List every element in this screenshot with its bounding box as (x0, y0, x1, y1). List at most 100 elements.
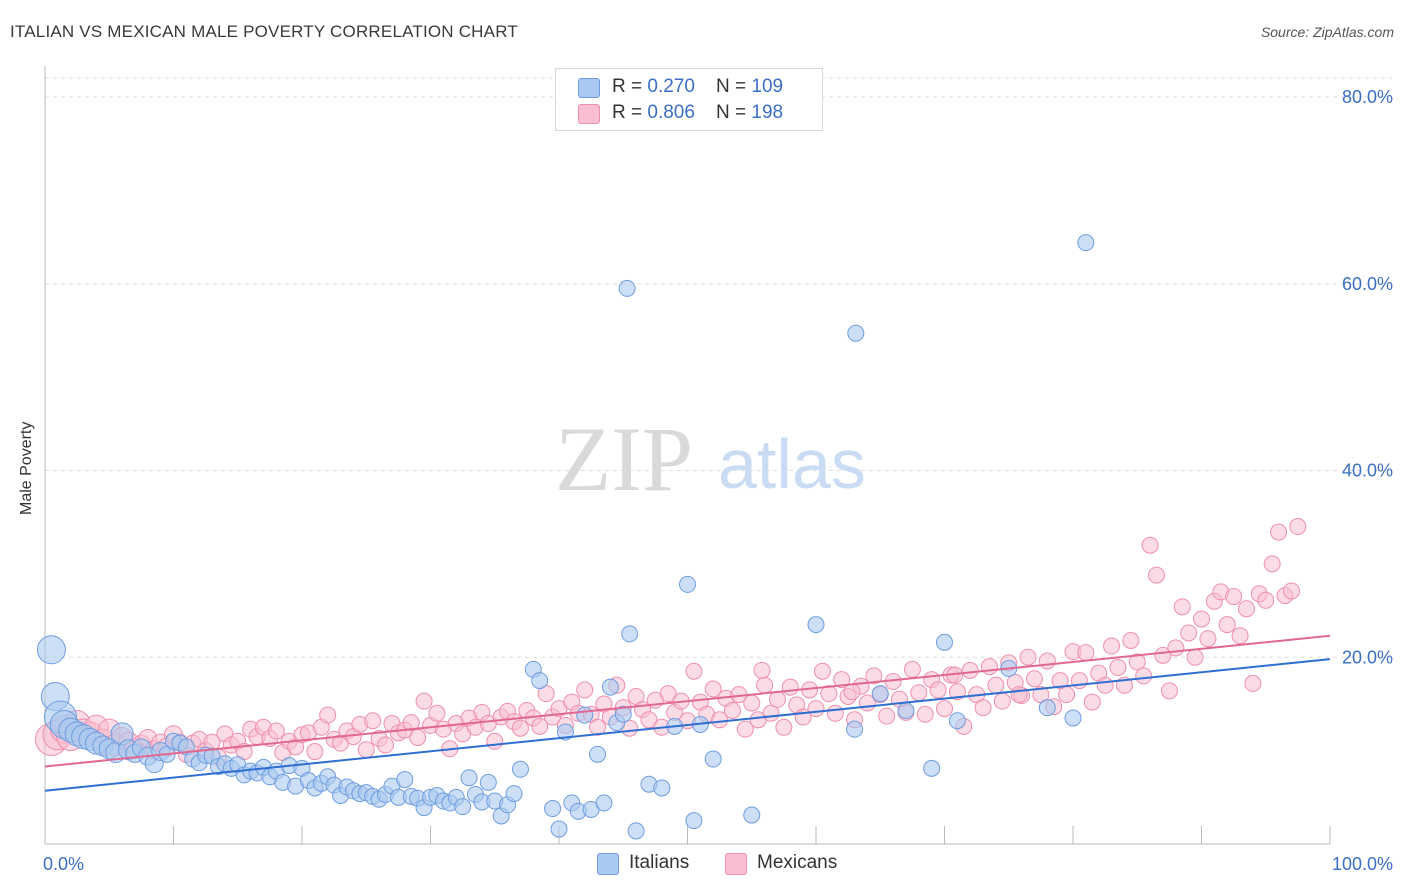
mexicans-point (531, 717, 549, 735)
mexicans-point (306, 743, 324, 761)
italians-point (948, 712, 966, 730)
mexicans-point (267, 722, 285, 740)
mexicans-point (486, 732, 504, 750)
mexicans-point (768, 690, 786, 708)
mexicans-point (1244, 674, 1262, 692)
mexicans-point (1122, 631, 1140, 649)
italians-point (460, 769, 478, 787)
mexicans-point (936, 700, 953, 718)
mexicans-point (1025, 670, 1043, 688)
legend-italians-r-label: R = (612, 76, 648, 97)
mexicans-point (402, 714, 420, 732)
italians-point (614, 705, 632, 723)
legend-italians-n-value: 109 (751, 76, 784, 97)
y-tick-label: 20.0% (1342, 647, 1393, 667)
mexicans-point (685, 662, 703, 680)
mexicans-point (1199, 630, 1217, 648)
mexicans-point (993, 692, 1011, 710)
mexicans-point (775, 718, 793, 736)
mexicans-point (820, 685, 838, 703)
tick-labels: 20.0% 40.0% 60.0% 80.0% 0.0% 100.0% (43, 87, 1393, 874)
mexicans-point (409, 729, 427, 747)
italians-point (511, 760, 529, 778)
mexicans-point (1109, 659, 1127, 677)
mexicans-point (723, 701, 741, 719)
mexicans-point (1173, 598, 1191, 616)
mexicans-point (589, 718, 607, 736)
y-tick-label: 80.0% (1342, 87, 1393, 107)
italians-point (627, 822, 645, 840)
mexicans-point (903, 660, 921, 678)
mexicans-point (948, 683, 966, 701)
legend-mexicans-r-label: R = (612, 102, 648, 123)
mexicans-point (319, 706, 337, 724)
mexicans-point (1141, 536, 1159, 554)
bottom-legend-swatch-italians (597, 853, 619, 875)
mexicans-point (1077, 644, 1095, 662)
bottom-legend-label-mexicans: Mexicans (757, 852, 838, 873)
italians-point (936, 633, 953, 651)
mexicans-point (1148, 566, 1166, 584)
italians-point (846, 720, 864, 738)
mexicans-point (753, 661, 771, 679)
legend-italians-n-label: N = (716, 76, 752, 97)
mexicans-point (1237, 600, 1255, 618)
italians-point (589, 745, 607, 763)
y-tick-label: 40.0% (1342, 461, 1393, 481)
italians-point (531, 672, 549, 690)
mexicans-point (813, 662, 831, 680)
italians-point (479, 773, 497, 791)
source-label: Source: ZipAtlas.com (1260, 24, 1394, 40)
mexicans-point (1282, 582, 1300, 600)
mexicans-point (910, 684, 928, 702)
mexicans-point (1038, 652, 1056, 670)
italians-point (1038, 699, 1056, 717)
mexicans-point (1180, 624, 1198, 642)
mexicans-point (377, 736, 395, 754)
mexicans-point (1135, 667, 1153, 685)
legend-mexicans-r-value: 0.806 (647, 102, 695, 123)
italians-point (550, 820, 568, 838)
italians-point (621, 625, 639, 643)
italians-point (679, 575, 696, 593)
mexicans-point (1083, 693, 1101, 711)
mexicans-point (1225, 588, 1243, 606)
legend-swatch-mexicans (578, 104, 600, 124)
italians-point (743, 806, 761, 824)
mexicans-point (428, 704, 446, 722)
italians-point (871, 685, 889, 703)
mexicans-point (1289, 518, 1307, 536)
italians-point (847, 324, 865, 342)
italians-point (505, 785, 523, 803)
mexicans-point (929, 681, 947, 699)
italians-point (653, 779, 671, 797)
mexicans-point (1167, 639, 1185, 657)
mexicans-point (511, 719, 529, 737)
legend-mexicans-n-value: 198 (751, 102, 784, 123)
legend: R = 0.270 N = 109 R = 0.806 N = 198 (555, 68, 823, 131)
legend-italians-r-value: 0.270 (647, 76, 695, 97)
italians-point (556, 723, 574, 741)
mexicans-point (980, 658, 998, 676)
italians-point (396, 771, 414, 789)
grid-lines (45, 77, 1392, 658)
italians-point (897, 701, 915, 719)
italians-point (1064, 709, 1082, 727)
watermark-zip: ZIP (555, 408, 693, 510)
mexicans-point (1186, 648, 1204, 666)
mexicans-point (756, 676, 774, 694)
mexicans-point (1231, 627, 1249, 645)
mexicans-point (743, 694, 761, 712)
italians-point (576, 706, 594, 724)
mexicans-point (987, 676, 1005, 694)
italians-point (601, 678, 619, 696)
mexicans-point (1160, 682, 1178, 700)
y-tick-label: 60.0% (1342, 274, 1393, 294)
x-tick-label-min: 0.0% (43, 854, 84, 874)
mexicans-point (415, 692, 433, 710)
mexicans-point (807, 700, 825, 718)
mexicans-point (916, 705, 934, 723)
legend-mexicans-n-label: N = (716, 102, 752, 123)
bottom-legend-label-italians: Italians (629, 852, 690, 873)
